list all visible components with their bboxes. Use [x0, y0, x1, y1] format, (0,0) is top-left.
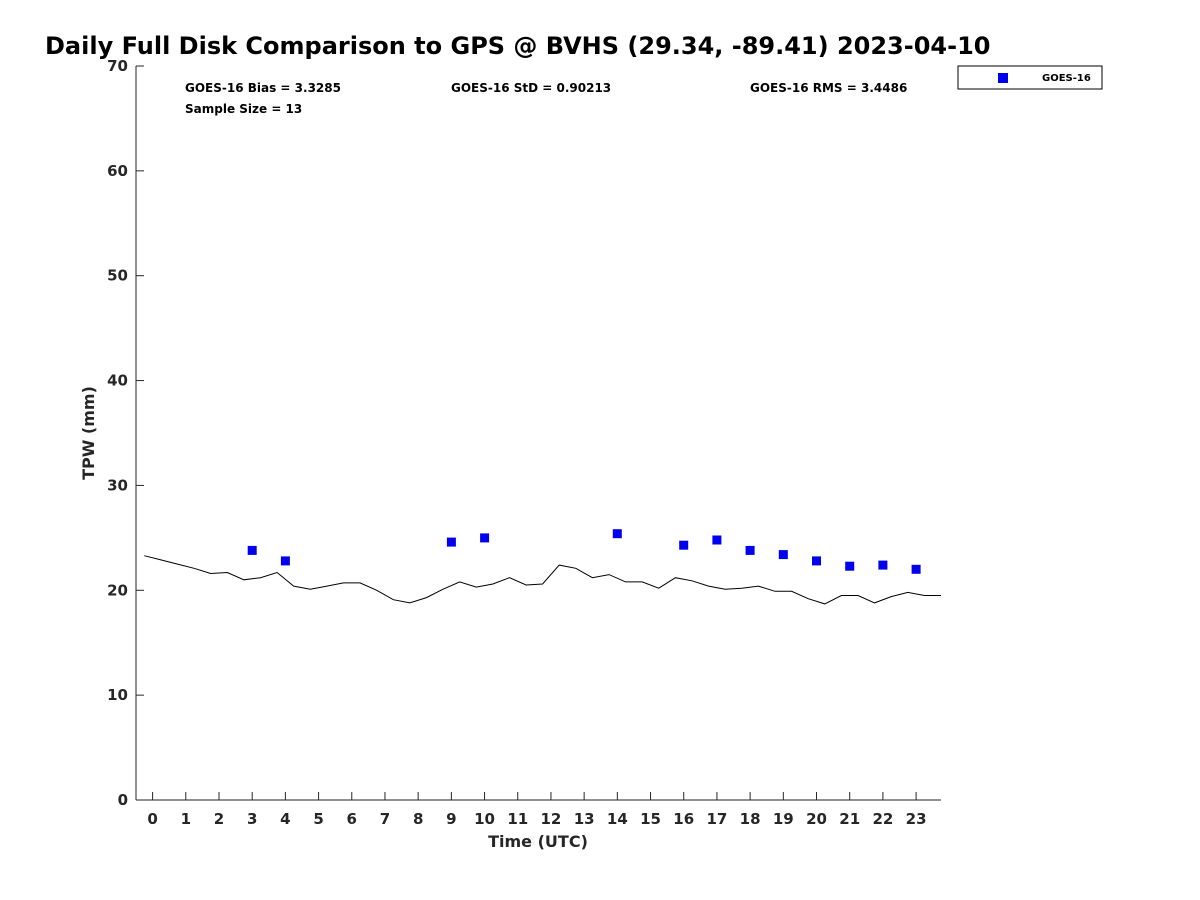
- legend-marker-goes16: [998, 73, 1008, 83]
- goes16-point: [845, 561, 855, 571]
- y-tick-label: 20: [107, 581, 128, 599]
- x-tick-label: 11: [507, 810, 528, 828]
- goes16-points-series: [247, 529, 921, 574]
- x-tick-label: 9: [446, 810, 456, 828]
- x-tick-label: 7: [380, 810, 390, 828]
- goes16-point: [812, 556, 821, 566]
- y-tick-label: 60: [107, 162, 128, 180]
- legend-box: [957, 65, 1103, 90]
- y-tick-label: 40: [107, 372, 128, 390]
- x-tick-label: 15: [640, 810, 661, 828]
- x-tick-label: 6: [347, 810, 357, 828]
- chart-title: Daily Full Disk Comparison to GPS @ BVHS…: [45, 32, 990, 60]
- rms-stat: GOES-16 RMS = 3.4486: [750, 81, 907, 95]
- x-tick-label: 22: [872, 810, 893, 828]
- x-tick-label: 18: [740, 810, 761, 828]
- bias-stat: GOES-16 Bias = 3.3285: [185, 81, 341, 95]
- y-tick-label: 50: [107, 267, 128, 285]
- x-tick-label: 20: [806, 810, 827, 828]
- x-tick-label: 10: [474, 810, 495, 828]
- x-axis-ticks: 0 1 2 3 4 5 6 7 8 9 10 11 12 13 14 15 16 17 18 19 20 21 22 23: [147, 792, 927, 828]
- axes: [135, 66, 941, 801]
- std-stat: GOES-16 StD = 0.90213: [451, 81, 611, 95]
- x-tick-label: 12: [541, 810, 562, 828]
- x-tick-label: 17: [706, 810, 727, 828]
- goes16-point: [280, 556, 290, 566]
- goes16-point: [778, 550, 788, 560]
- goes16-point: [745, 545, 755, 555]
- x-tick-label: 5: [313, 810, 323, 828]
- y-axis-ticks: 0 10 20 30 40 50 60 70: [107, 57, 144, 809]
- x-tick-label: 2: [214, 810, 224, 828]
- gps-line-series: [144, 555, 941, 605]
- gps-line: [144, 555, 941, 605]
- x-tick-label: 8: [413, 810, 423, 828]
- x-tick-label: 23: [906, 810, 927, 828]
- y-tick-label: 10: [107, 686, 128, 704]
- y-tick-label: 0: [118, 791, 128, 809]
- goes16-point: [446, 537, 456, 547]
- x-tick-label: 1: [181, 810, 191, 828]
- y-tick-label: 70: [107, 57, 128, 75]
- x-tick-label: 3: [247, 810, 257, 828]
- y-tick-label: 30: [107, 476, 128, 494]
- sample-size-stat: Sample Size = 13: [185, 102, 302, 116]
- goes16-point: [712, 535, 722, 545]
- goes16-point: [480, 533, 490, 543]
- legend-label-goes16: GOES-16: [1042, 73, 1091, 84]
- goes16-point: [878, 560, 888, 570]
- goes16-point: [612, 529, 622, 539]
- goes16-point: [911, 564, 921, 574]
- x-axis-label: Time (UTC): [488, 832, 588, 851]
- x-tick-label: 21: [839, 810, 860, 828]
- x-tick-label: 16: [673, 810, 694, 828]
- x-tick-label: 19: [773, 810, 794, 828]
- x-tick-label: 13: [574, 810, 595, 828]
- goes16-point: [679, 540, 689, 550]
- x-tick-label: 4: [280, 810, 290, 828]
- goes16-point: [247, 545, 257, 555]
- y-axis-label: TPW (mm): [79, 386, 98, 480]
- legend: GOES-16: [957, 65, 1103, 90]
- x-tick-label: 0: [147, 810, 157, 828]
- x-tick-label: 14: [607, 810, 628, 828]
